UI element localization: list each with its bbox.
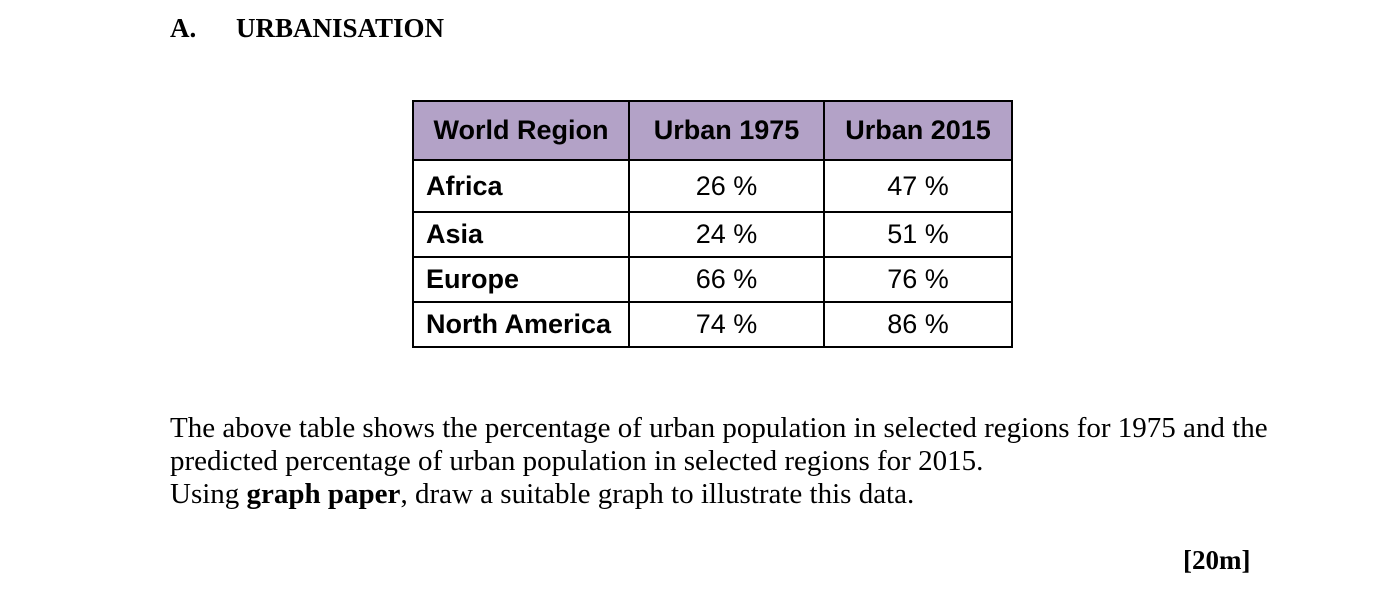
table-row: North America 74 % 86 % <box>412 301 1013 348</box>
region-cell: Africa <box>412 159 630 213</box>
urbanisation-table: World Region Urban 1975 Urban 2015 Afric… <box>412 100 1013 348</box>
section-heading: A. URBANISATION <box>170 10 444 46</box>
urban-1975-cell: 74 % <box>628 301 825 348</box>
header-urban-1975: Urban 1975 <box>628 100 825 161</box>
instruction-before: Using <box>170 478 247 510</box>
urban-2015-cell: 51 % <box>823 211 1013 258</box>
urban-1975-cell: 26 % <box>628 159 825 213</box>
section-letter: A. <box>170 13 197 43</box>
question-paragraph: The above table shows the percentage of … <box>170 412 1268 477</box>
urban-2015-cell: 86 % <box>823 301 1013 348</box>
question-instruction: Using graph paper, draw a suitable graph… <box>170 478 1290 511</box>
table-row: Europe 66 % 76 % <box>412 256 1013 303</box>
header-urban-2015: Urban 2015 <box>823 100 1013 161</box>
header-world-region: World Region <box>412 100 630 161</box>
region-cell: Europe <box>412 256 630 303</box>
urban-1975-cell: 66 % <box>628 256 825 303</box>
instruction-bold: graph paper <box>246 478 401 510</box>
question-text: The above table shows the percentage of … <box>170 412 1290 511</box>
table-header-row: World Region Urban 1975 Urban 2015 <box>412 100 1013 161</box>
region-cell: Asia <box>412 211 630 258</box>
urban-2015-cell: 47 % <box>823 159 1013 213</box>
marks-allocation: [20m] <box>1183 545 1251 575</box>
instruction-after: , draw a suitable graph to illustrate th… <box>400 478 915 510</box>
table-row: Asia 24 % 51 % <box>412 211 1013 258</box>
region-cell: North America <box>412 301 630 348</box>
section-title: URBANISATION <box>236 13 445 43</box>
table-row: Africa 26 % 47 % <box>412 159 1013 213</box>
urban-1975-cell: 24 % <box>628 211 825 258</box>
urban-2015-cell: 76 % <box>823 256 1013 303</box>
